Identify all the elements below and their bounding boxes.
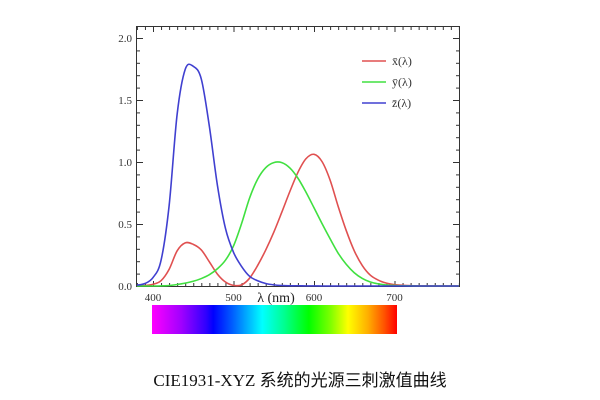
- x-tick-label: 600: [306, 292, 323, 304]
- curve-x̄(λ): [136, 153, 459, 287]
- legend-label: ȳ(λ): [392, 75, 412, 89]
- y-tick-label: 1.0: [118, 157, 132, 169]
- x-tick-label: 400: [145, 292, 162, 304]
- y-tick-label: 0.5: [118, 219, 132, 231]
- x-axis-label: λ (nm): [257, 291, 295, 306]
- curves: [136, 63, 459, 287]
- visible-spectrum-bar: [152, 305, 397, 334]
- y-tick-label: 2.0: [118, 33, 132, 45]
- axis-tick-labels: 0.0 0.5 1.0 1.5 2.0 400 500 600 700: [118, 33, 403, 304]
- curve-ȳ(λ): [136, 161, 459, 287]
- legend-label: z̄(λ): [392, 96, 411, 110]
- legend: x̄(λ) ȳ(λ) z̄(λ): [362, 54, 412, 110]
- y-tick-label: 1.5: [118, 95, 132, 107]
- x-tick-label: 700: [386, 292, 403, 304]
- figure-caption: CIE1931-XYZ 系统的光源三刺激值曲线: [153, 371, 447, 390]
- x-tick-label: 500: [225, 292, 242, 304]
- legend-label: x̄(λ): [392, 54, 412, 68]
- y-tick-label: 0.0: [118, 281, 132, 293]
- curve-z̄(λ): [136, 63, 459, 287]
